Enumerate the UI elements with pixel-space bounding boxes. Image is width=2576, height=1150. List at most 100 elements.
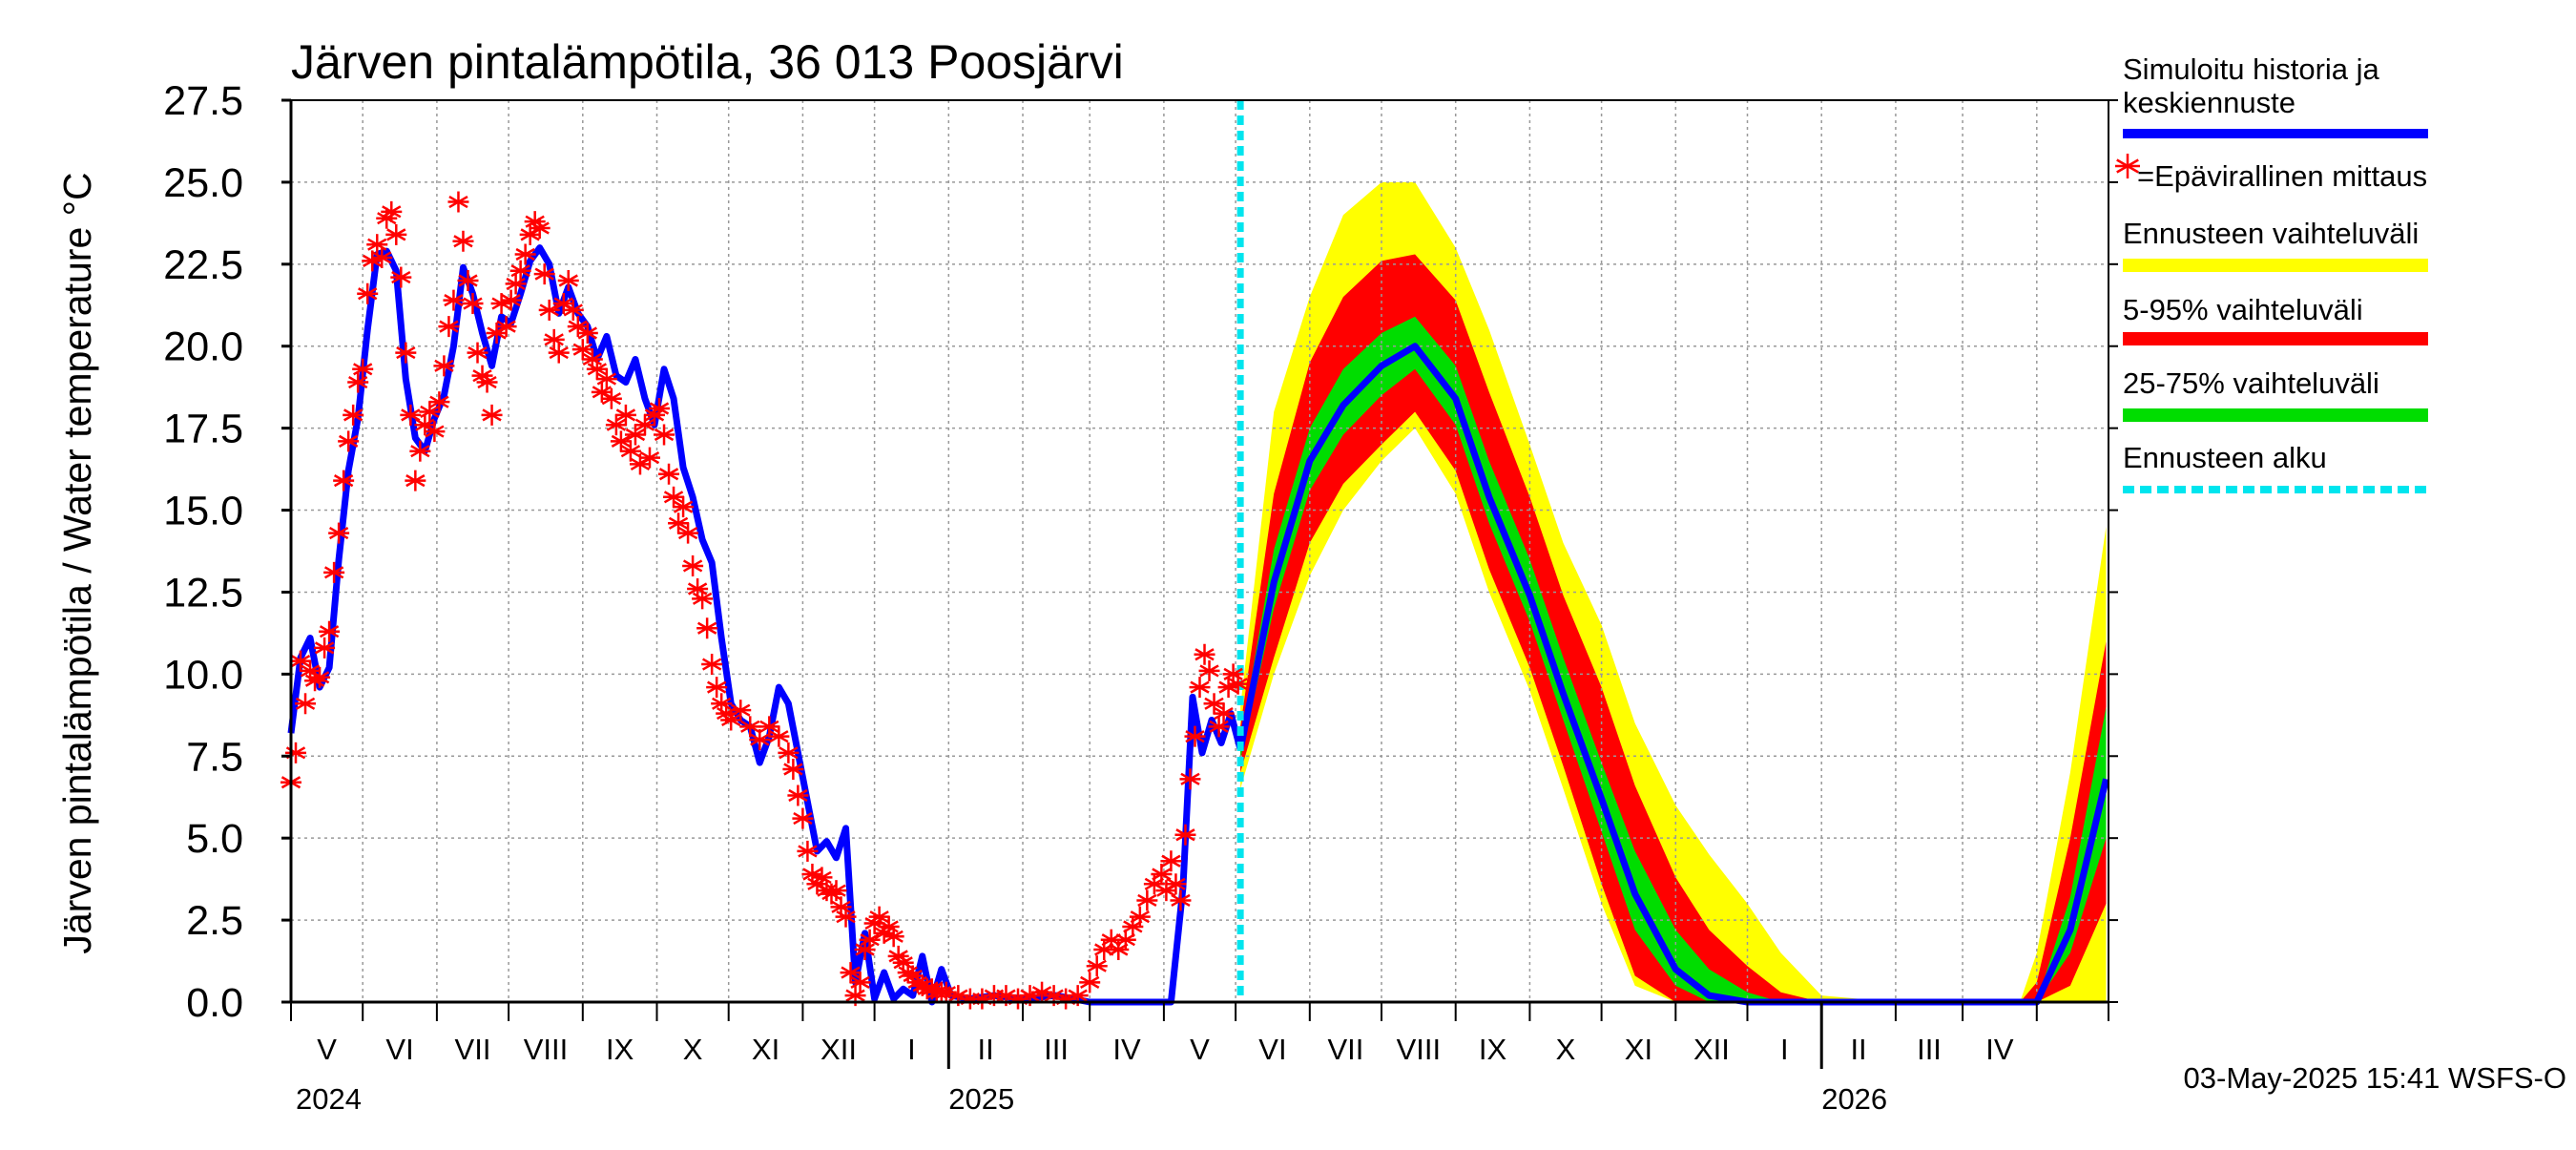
y-tick-label: 25.0 [163, 160, 243, 206]
measurement-point [600, 387, 622, 409]
month-tick-label: VIII [1397, 1033, 1442, 1066]
month-tick-label: V [1190, 1033, 1210, 1066]
measurement-point [543, 328, 565, 350]
measurement-point [1079, 972, 1101, 993]
measurement-point [438, 316, 460, 338]
measurement-point [1165, 873, 1187, 895]
measurement-point [467, 342, 488, 364]
legend-label-line: Simuloitu historia ja [2123, 52, 2380, 86]
measurement-point [720, 709, 742, 731]
measurement-point [447, 191, 469, 213]
measurement-point [677, 522, 699, 544]
measurement-point [696, 617, 718, 639]
measurement-points [280, 191, 1249, 1010]
measurement-point [381, 200, 403, 222]
measurement-point [1198, 659, 1220, 681]
measurement-point [634, 414, 655, 436]
forecast-bands [1240, 181, 2107, 1003]
month-tick-label: V [317, 1033, 337, 1066]
measurement-point [654, 424, 675, 446]
measurement-point [529, 218, 551, 240]
measurement-point [1184, 725, 1206, 747]
year-tick-label: 2025 [948, 1082, 1014, 1116]
y-tick-label: 10.0 [163, 652, 243, 698]
y-axis-label: Järven pintalämpötila / Water temperatur… [55, 172, 99, 953]
legend-label: Ennusteen vaihteluväli [2123, 217, 2419, 250]
measurement-point [782, 759, 804, 781]
measurement-point [701, 654, 723, 676]
measurement-point [548, 342, 570, 364]
measurement-point [495, 316, 517, 338]
measurement-point [295, 693, 317, 715]
measurement-point [319, 620, 341, 642]
measurement-point [730, 700, 752, 721]
measurement-point [314, 637, 336, 659]
measurement-point [462, 293, 484, 315]
measurement-point [1203, 693, 1225, 715]
measurement-point [797, 840, 819, 862]
measurement-point [1129, 906, 1151, 928]
chart-title: Järven pintalämpötila, 36 013 Poosjärvi [291, 35, 1124, 89]
legend-label-line: keskiennuste [2123, 86, 2296, 119]
measurement-point [1151, 863, 1173, 885]
measurement-point [673, 496, 695, 518]
y-tick-label: 0.0 [186, 980, 243, 1026]
measurement-point [452, 230, 474, 252]
measurement-point [562, 299, 584, 321]
measurement-point [830, 896, 852, 918]
month-tick-label: XI [752, 1033, 779, 1066]
measurement-point [1213, 702, 1235, 724]
measurement-point [290, 650, 312, 672]
measurement-point [706, 677, 728, 699]
month-tick-label: III [1917, 1033, 1942, 1066]
month-tick-label: XI [1625, 1033, 1652, 1066]
measurement-point [505, 273, 527, 295]
legend-label: 5-95% vaihteluväli [2123, 293, 2363, 326]
axes: 0.0 2.5 5.0 7.5 10.0 12.5 15.0 17.5 20.0 22.5 25.0… [163, 78, 2118, 1116]
measurement-point [357, 282, 379, 304]
month-tick-label: VIII [524, 1033, 569, 1066]
measurement-point [323, 561, 345, 583]
y-tick-label: 17.5 [163, 407, 243, 452]
y-tick-label: 7.5 [186, 734, 243, 780]
month-tick-label: II [978, 1033, 994, 1066]
measurement-point [500, 289, 522, 311]
measurement-point [692, 588, 714, 610]
y-tick-label: 22.5 [163, 242, 243, 288]
y-tick-label: 12.5 [163, 570, 243, 616]
measurement-point [476, 371, 498, 393]
measurement-point [338, 430, 360, 452]
measurement-point [849, 972, 871, 993]
month-tick-label: VII [1327, 1033, 1363, 1066]
measurement-point [328, 522, 350, 544]
measurement-point [758, 716, 780, 738]
legend-label: 25-75% vaihteluväli [2123, 366, 2379, 400]
y-tick-label: 27.5 [163, 78, 243, 124]
month-tick-label: IX [606, 1033, 634, 1066]
month-tick-label: IX [1479, 1033, 1507, 1066]
measurement-point [419, 401, 441, 423]
measurement-point [682, 554, 704, 576]
measurement-point [347, 371, 369, 393]
measurement-point [376, 207, 398, 229]
measurement-point [557, 270, 579, 291]
measurement-point [1227, 673, 1249, 695]
measurement-point [571, 339, 593, 361]
measurement-point [457, 270, 479, 291]
year-tick-label: 2026 [1821, 1082, 1887, 1116]
measurement-point [409, 440, 431, 462]
legend-label: Ennusteen alku [2123, 441, 2327, 474]
measurement-point [739, 716, 761, 738]
measurement-point [854, 939, 876, 961]
y-tick-label: 2.5 [186, 898, 243, 944]
measurement-point [1189, 677, 1211, 699]
measurement-point [509, 260, 531, 282]
measurement-point [490, 293, 512, 315]
measurement-point [400, 404, 422, 426]
month-tick-label: III [1044, 1033, 1069, 1066]
legend-swatch-measurement [2115, 154, 2140, 178]
measurement-point [649, 398, 671, 420]
month-tick-label: XII [821, 1033, 857, 1066]
